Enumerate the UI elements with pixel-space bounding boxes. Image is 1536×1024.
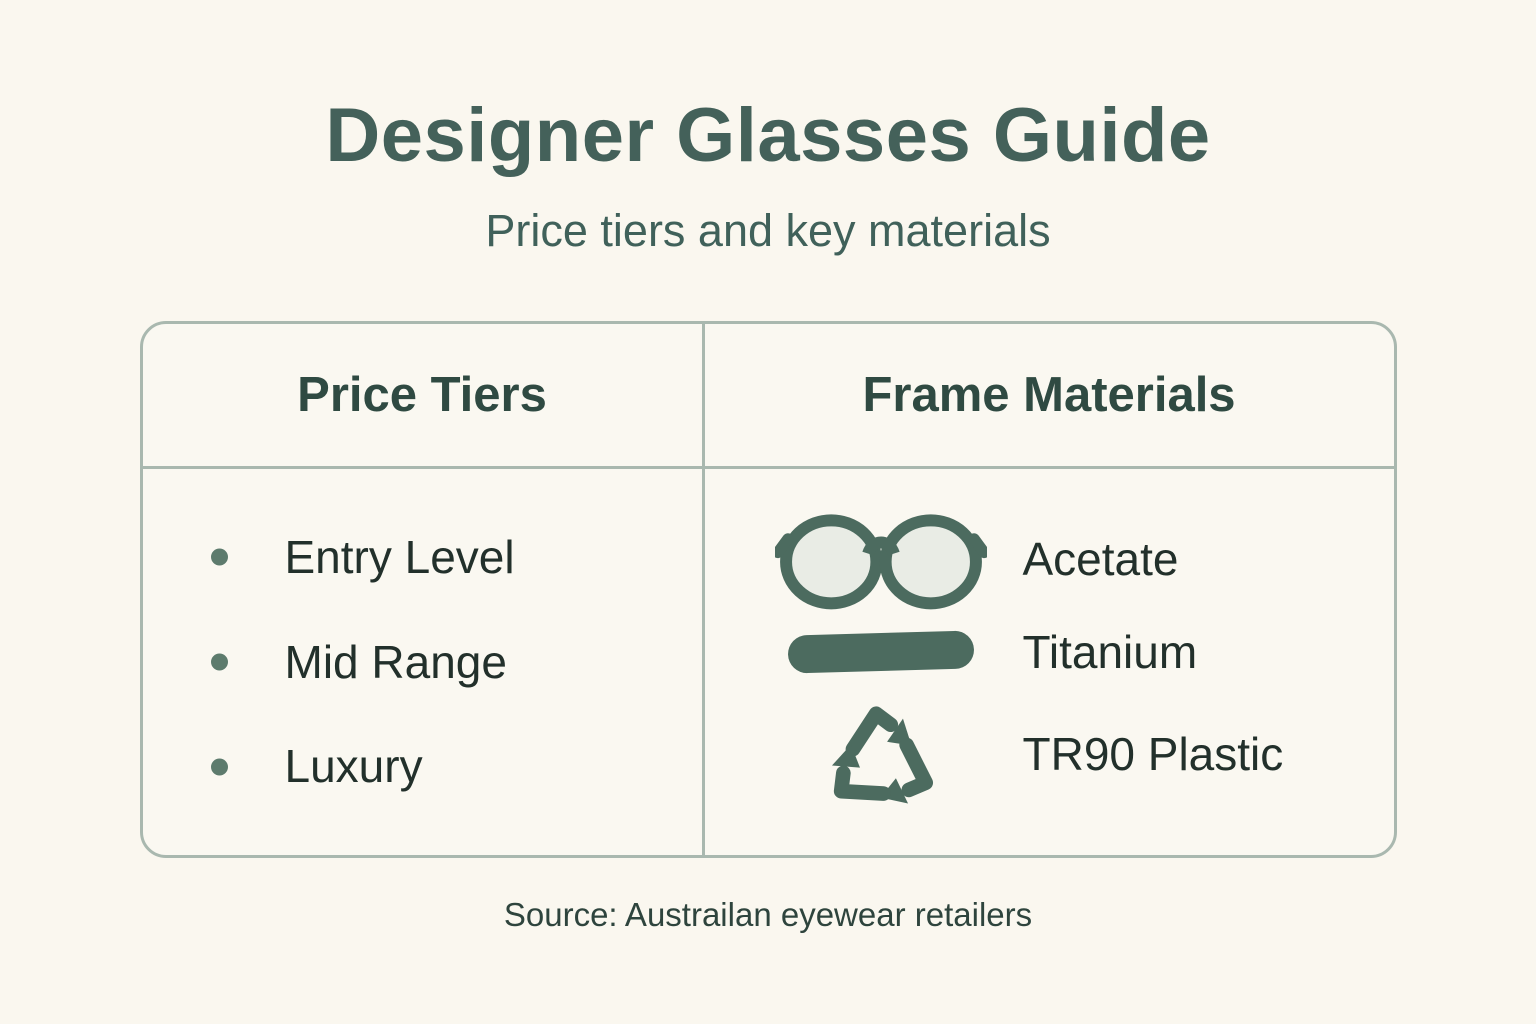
- tier-label: Entry Level: [284, 531, 515, 584]
- material-row-titanium: Titanium: [775, 627, 1394, 678]
- titanium-bar-icon: [775, 630, 987, 674]
- tier-label: Luxury: [284, 740, 423, 793]
- material-row-acetate: Acetate: [774, 509, 1394, 611]
- price-tiers-list: Entry Level Mid Range Luxury: [143, 478, 702, 846]
- material-label: Acetate: [1022, 533, 1179, 586]
- tier-label: Mid Range: [284, 635, 507, 688]
- frame-materials-cell: Acetate Titanium: [705, 469, 1394, 855]
- list-item: Entry Level: [210, 531, 702, 584]
- bullet-icon: [210, 758, 228, 776]
- guide-table: Price Tiers Frame Materials Entry Level …: [139, 321, 1397, 858]
- material-label: TR90 Plastic: [1022, 728, 1284, 780]
- material-label: Titanium: [1022, 625, 1198, 678]
- column-header-label: Frame Materials: [862, 368, 1236, 422]
- page-title: Designer Glasses Guide: [325, 93, 1211, 178]
- page-subtitle: Price tiers and key materials: [485, 205, 1051, 256]
- column-header-price-tiers: Price Tiers: [142, 324, 705, 469]
- bullet-icon: [210, 653, 228, 671]
- bullet-icon: [210, 548, 228, 566]
- source-attribution: Source: Austrailan eyewear retailers: [503, 896, 1033, 933]
- glasses-icon: [774, 509, 987, 611]
- column-header-label: Price Tiers: [297, 368, 547, 422]
- column-header-frame-materials: Frame Materials: [704, 324, 1394, 469]
- material-row-tr90: TR90 Plastic: [775, 693, 1394, 815]
- recycle-icon: [775, 693, 987, 815]
- price-tiers-cell: Entry Level Mid Range Luxury: [143, 469, 705, 855]
- list-item: Luxury: [210, 740, 702, 793]
- list-item: Mid Range: [210, 635, 702, 688]
